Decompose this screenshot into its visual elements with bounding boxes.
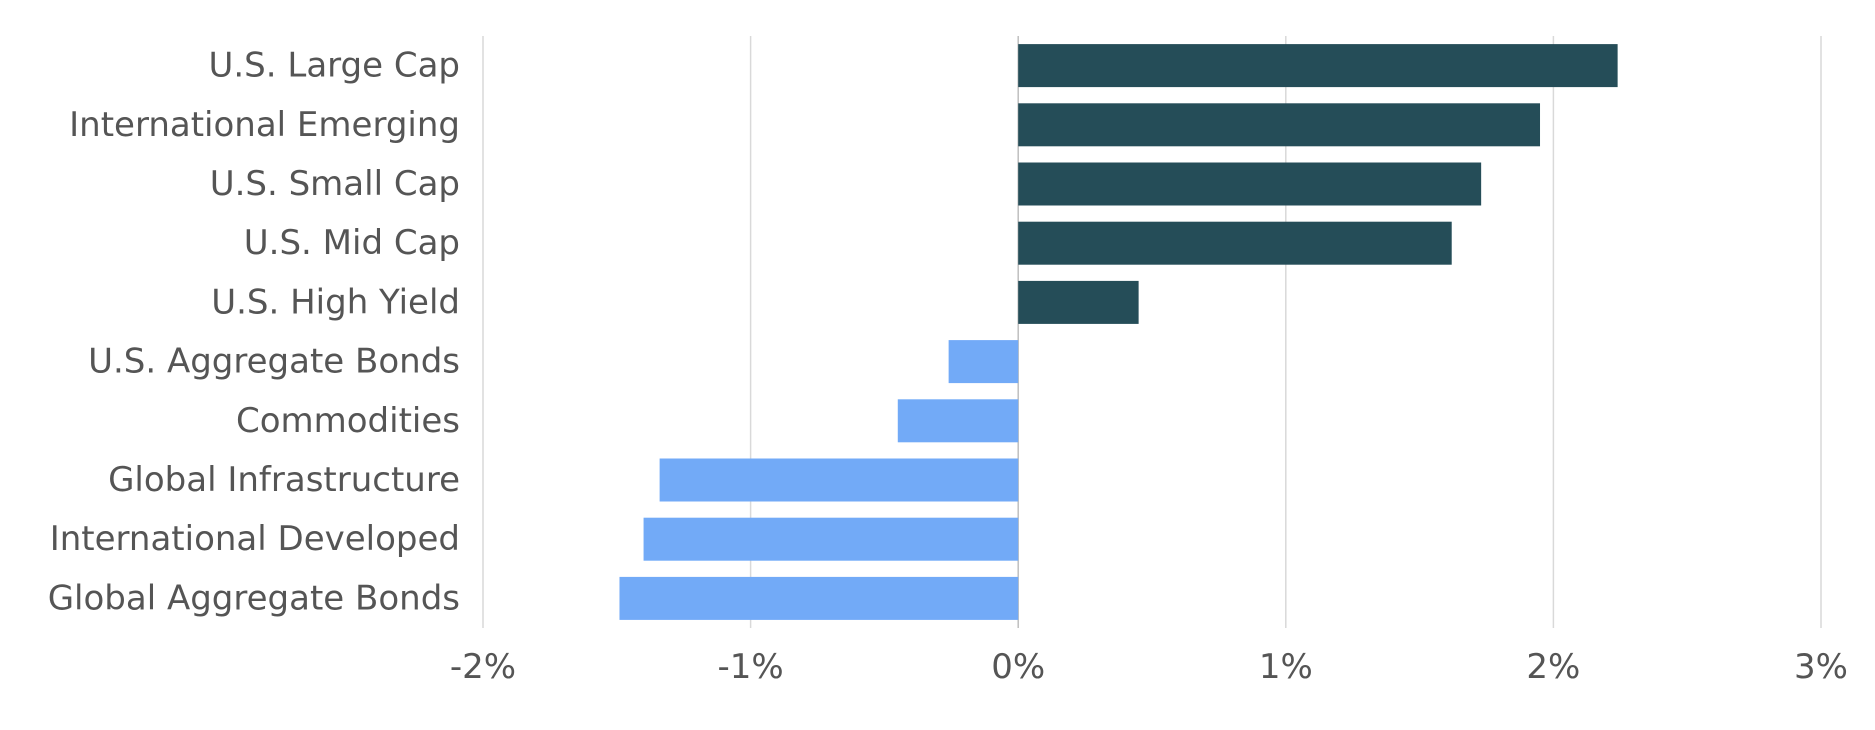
- category-label: International Developed: [50, 519, 460, 559]
- bars: [619, 44, 1618, 620]
- bar: [1018, 162, 1482, 206]
- bar: [948, 340, 1019, 384]
- x-tick-label: 3%: [1794, 647, 1848, 687]
- category-label: Commodities: [236, 401, 460, 441]
- x-axis-tick-labels: -2% -1% 0% 1% 2% 3%: [450, 647, 1848, 687]
- bar: [1018, 103, 1541, 147]
- bar: [619, 576, 1019, 620]
- x-tick-label: -1%: [717, 647, 783, 687]
- category-labels: U.S. Large Cap International Emerging U.S.…: [48, 46, 460, 619]
- x-tick-label: 1%: [1259, 647, 1313, 687]
- category-label: International Emerging: [69, 105, 460, 145]
- category-label: Global Infrastructure: [108, 460, 460, 500]
- category-label: U.S. High Yield: [211, 282, 460, 322]
- category-label: U.S. Mid Cap: [244, 223, 460, 263]
- bar: [897, 399, 1019, 443]
- x-tick-label: 2%: [1526, 647, 1580, 687]
- category-label: U.S. Large Cap: [208, 46, 460, 86]
- x-tick-label: 0%: [991, 647, 1045, 687]
- x-tick-label: -2%: [450, 647, 516, 687]
- category-label: U.S. Aggregate Bonds: [88, 342, 460, 382]
- category-label: Global Aggregate Bonds: [48, 578, 460, 618]
- category-label: U.S. Small Cap: [210, 164, 460, 204]
- bar: [1018, 44, 1618, 88]
- bar: [1018, 280, 1139, 324]
- bar: [1018, 221, 1452, 265]
- bar: [659, 458, 1019, 502]
- bar: [643, 517, 1019, 561]
